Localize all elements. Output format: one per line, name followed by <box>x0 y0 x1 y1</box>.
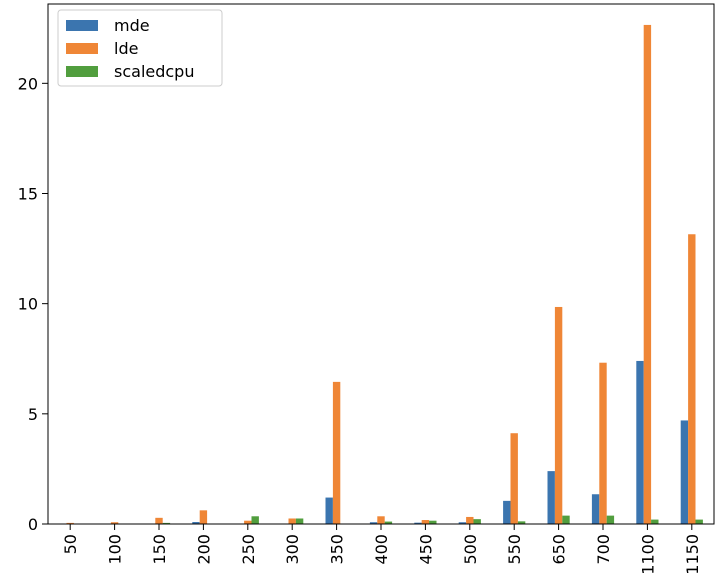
bar-scaledcpu-550 <box>517 521 526 524</box>
bar-lde-200 <box>199 510 208 524</box>
x-tick-label: 150 <box>150 534 169 565</box>
bar-lde-400 <box>377 516 385 524</box>
bar-lde-500 <box>466 516 474 524</box>
x-tick-label: 1150 <box>683 534 702 573</box>
x-tick-label: 450 <box>416 534 435 565</box>
y-tick-label: 20 <box>18 74 38 93</box>
bar-lde-50 <box>66 522 74 524</box>
bar-scaledcpu-1150 <box>695 519 703 524</box>
x-tick-label: 700 <box>594 534 613 565</box>
x-tick-label: 650 <box>550 534 569 565</box>
bar-scaledcpu-500 <box>473 519 481 524</box>
x-tick-label: 550 <box>505 534 524 565</box>
bar-lde-150 <box>155 517 163 524</box>
y-tick-label: 0 <box>28 515 38 534</box>
bar-mde-500 <box>458 522 467 524</box>
bar-mde-650 <box>547 471 555 524</box>
bar-lde-250 <box>244 520 252 524</box>
bar-scaledcpu-450 <box>429 520 437 524</box>
bar-mde-1100 <box>636 360 644 524</box>
x-tick-label: 300 <box>283 534 302 565</box>
x-tick-label: 1100 <box>638 534 657 573</box>
x-tick-label: 500 <box>461 534 480 565</box>
y-tick-label: 5 <box>28 405 38 424</box>
bar-lde-300 <box>288 518 296 524</box>
bar-mde-450 <box>414 522 422 524</box>
bar-mde-550 <box>503 500 511 524</box>
y-tick-label: 15 <box>18 184 38 203</box>
x-tick-label: 350 <box>328 534 347 565</box>
bar-scaledcpu-650 <box>562 515 570 524</box>
x-axis-ticks: 50 100 150 200 250 300 350 400 450 500 550 650 700 11… <box>61 524 702 573</box>
bars-group <box>59 24 703 525</box>
plot-frame <box>47 3 715 525</box>
bar-scaledcpu-1100 <box>651 519 659 524</box>
bar-lde-550 <box>510 433 518 524</box>
bar-lde-450 <box>421 520 430 524</box>
bar-scaledcpu-150 <box>162 522 171 524</box>
bar-scaledcpu-700 <box>606 515 615 524</box>
y-axis-ticks: 0 5 10 15 20 <box>18 74 48 534</box>
legend-swatch-scaledcpu <box>66 66 98 77</box>
bar-mde-350 <box>325 497 333 524</box>
bar-scaledcpu-250 <box>251 516 259 524</box>
bar-lde-350 <box>332 381 341 524</box>
legend: mde lde scaledcpu <box>57 9 223 87</box>
x-tick-label: 400 <box>372 534 391 565</box>
bar-mde-200 <box>192 522 200 524</box>
bar-mde-400 <box>369 522 378 524</box>
legend-swatch-lde <box>66 43 98 54</box>
x-tick-label: 200 <box>194 534 213 565</box>
bar-scaledcpu-300 <box>295 518 304 524</box>
legend-label-scaledcpu: scaledcpu <box>114 62 194 81</box>
legend-label-lde: lde <box>114 39 138 58</box>
y-tick-label: 10 <box>18 295 38 314</box>
bar-lde-700 <box>599 362 607 524</box>
x-tick-label: 100 <box>106 534 125 565</box>
bar-lde-650 <box>554 306 563 524</box>
bar-mde-700 <box>591 494 600 524</box>
bar-mde-1150 <box>680 420 689 524</box>
x-tick-label: 50 <box>61 534 80 554</box>
bar-lde-100 <box>110 522 119 524</box>
legend-box <box>57 9 223 87</box>
legend-swatch-mde <box>66 20 98 31</box>
bar-lde-1150 <box>688 234 696 524</box>
legend-label-mde: mde <box>114 16 150 35</box>
bar-lde-1100 <box>643 24 652 525</box>
x-tick-label: 250 <box>239 534 258 565</box>
bar-scaledcpu-400 <box>384 521 393 524</box>
